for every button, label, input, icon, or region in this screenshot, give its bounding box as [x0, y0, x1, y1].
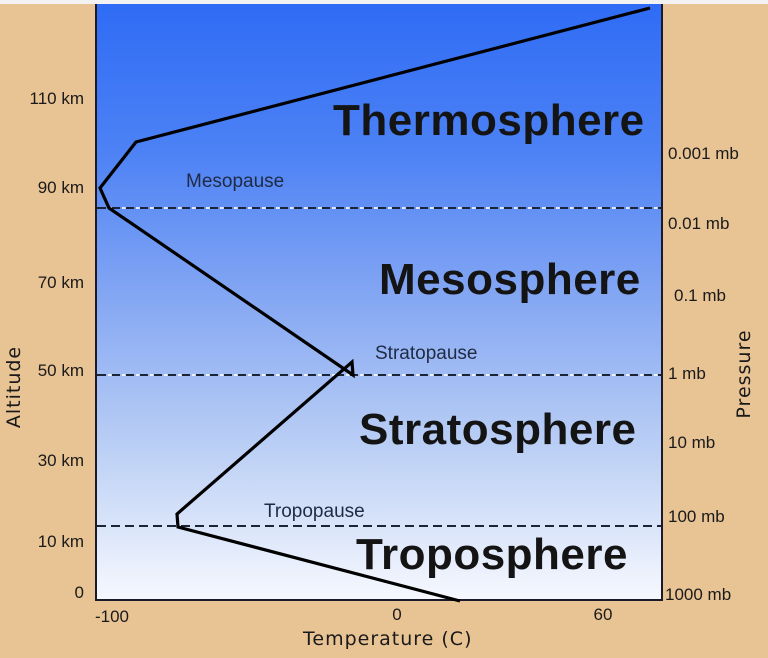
- p-tick-1: 1 mb: [668, 364, 706, 383]
- y-tick-70km: 70 km: [37, 273, 84, 292]
- x-axis-title: Temperature (C): [303, 628, 473, 650]
- y-tick-50km: 50 km: [37, 361, 84, 380]
- label-mesopause: Mesopause: [186, 171, 285, 192]
- y-tick-110km: 110 km: [29, 89, 85, 108]
- x-tick-minus100: -100: [94, 607, 130, 626]
- layer-troposphere: Troposphere: [356, 530, 628, 579]
- y-tick-90km: 90 km: [37, 178, 84, 197]
- layer-stratosphere: Stratosphere: [359, 405, 637, 454]
- p-tick-001: 0.01 mb: [668, 214, 730, 233]
- y-tick-10km: 10 km: [37, 532, 84, 551]
- x-tick-0: 0: [392, 605, 402, 624]
- p-tick-0001: 0.001 mb: [668, 144, 739, 163]
- layer-thermosphere: Thermosphere: [333, 96, 645, 145]
- p-tick-01: 0.1 mb: [674, 286, 726, 305]
- y-tick-0: 0: [74, 583, 84, 602]
- y-axis-title: Altitude: [3, 345, 25, 429]
- label-stratopause: Stratopause: [375, 343, 478, 364]
- x-tick-60: 60: [593, 605, 613, 624]
- p-tick-10: 10 mb: [668, 433, 716, 452]
- p-tick-100: 100 mb: [668, 507, 725, 526]
- top-strip: [0, 0, 768, 4]
- layer-mesosphere: Mesosphere: [379, 255, 641, 304]
- y-tick-30km: 30 km: [37, 451, 84, 470]
- label-tropopause: Tropopause: [264, 501, 365, 522]
- boundary-lines: [97, 207, 661, 527]
- temperature-curve: [98, 6, 651, 603]
- y2-axis-title: Pressure: [733, 329, 755, 419]
- p-tick-1000: 1000 mb: [665, 585, 732, 604]
